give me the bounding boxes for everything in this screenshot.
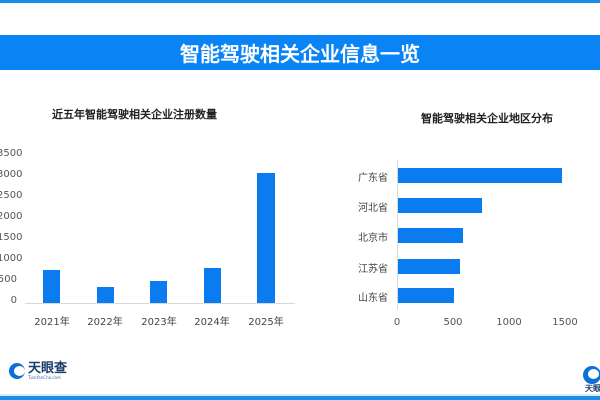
x-label: 2021年: [34, 317, 70, 328]
x-label: 2023年: [141, 317, 177, 328]
x-tick: 1500: [552, 317, 578, 328]
bottom-frame-bar: [0, 396, 600, 400]
x-label: 2025年: [248, 317, 284, 328]
x-tick: 0: [393, 317, 401, 328]
logo-text-en: TianYanCha.com: [28, 375, 61, 380]
y-tick: 1000: [0, 253, 23, 264]
bar-2025: [257, 173, 275, 303]
x-tick: 1000: [496, 317, 522, 328]
bar-guangdong: [398, 168, 562, 183]
x-label: 2024年: [194, 317, 230, 328]
y-tick: 3000: [0, 169, 23, 180]
y-tick: 0: [10, 295, 17, 306]
y-tick: 2500: [0, 190, 23, 201]
y-tick: 3500: [0, 148, 23, 159]
bar-shandong: [398, 288, 454, 303]
x-axis-line: [25, 303, 295, 304]
bar-2024: [204, 268, 221, 303]
x-label: 2022年: [87, 317, 123, 328]
logo-right-text: 天眼: [585, 384, 600, 393]
category-label: 广东省: [358, 173, 388, 184]
category-label: 江苏省: [358, 264, 388, 275]
bar-jiangsu: [398, 259, 460, 274]
region-chart-title: 智能驾驶相关企业地区分布: [421, 112, 553, 125]
category-label: 北京市: [358, 233, 388, 244]
title-banner: 智能驾驶相关企业信息一览: [0, 35, 600, 70]
y-axis-line: [397, 160, 398, 310]
x-tick: 500: [443, 317, 463, 328]
top-frame-bar: [0, 0, 600, 3]
logo-text-cn: 天眼查: [28, 361, 68, 376]
tianyancha-logo-right: [583, 366, 600, 384]
tianyancha-logo-icon: [9, 363, 25, 379]
bar-2023: [150, 281, 167, 303]
page-title: 智能驾驶相关企业信息一览: [180, 42, 420, 66]
y-tick: 1500: [0, 232, 23, 243]
bar-2021: [43, 270, 60, 303]
tianyancha-logo: 天眼查 TianYanCha.com: [9, 362, 67, 380]
bar-hebei: [398, 198, 482, 213]
category-label: 河北省: [358, 203, 388, 214]
y-tick: 2000: [0, 211, 23, 222]
bar-2022: [97, 287, 114, 303]
registrations-chart-title: 近五年智能驾驶相关企业注册数量: [52, 108, 217, 121]
tianyancha-logo-icon: [583, 366, 600, 384]
bar-beijing: [398, 228, 463, 243]
bottom-frame-line: [0, 394, 600, 396]
category-label: 山东省: [358, 293, 388, 304]
y-tick: 500: [0, 274, 17, 285]
